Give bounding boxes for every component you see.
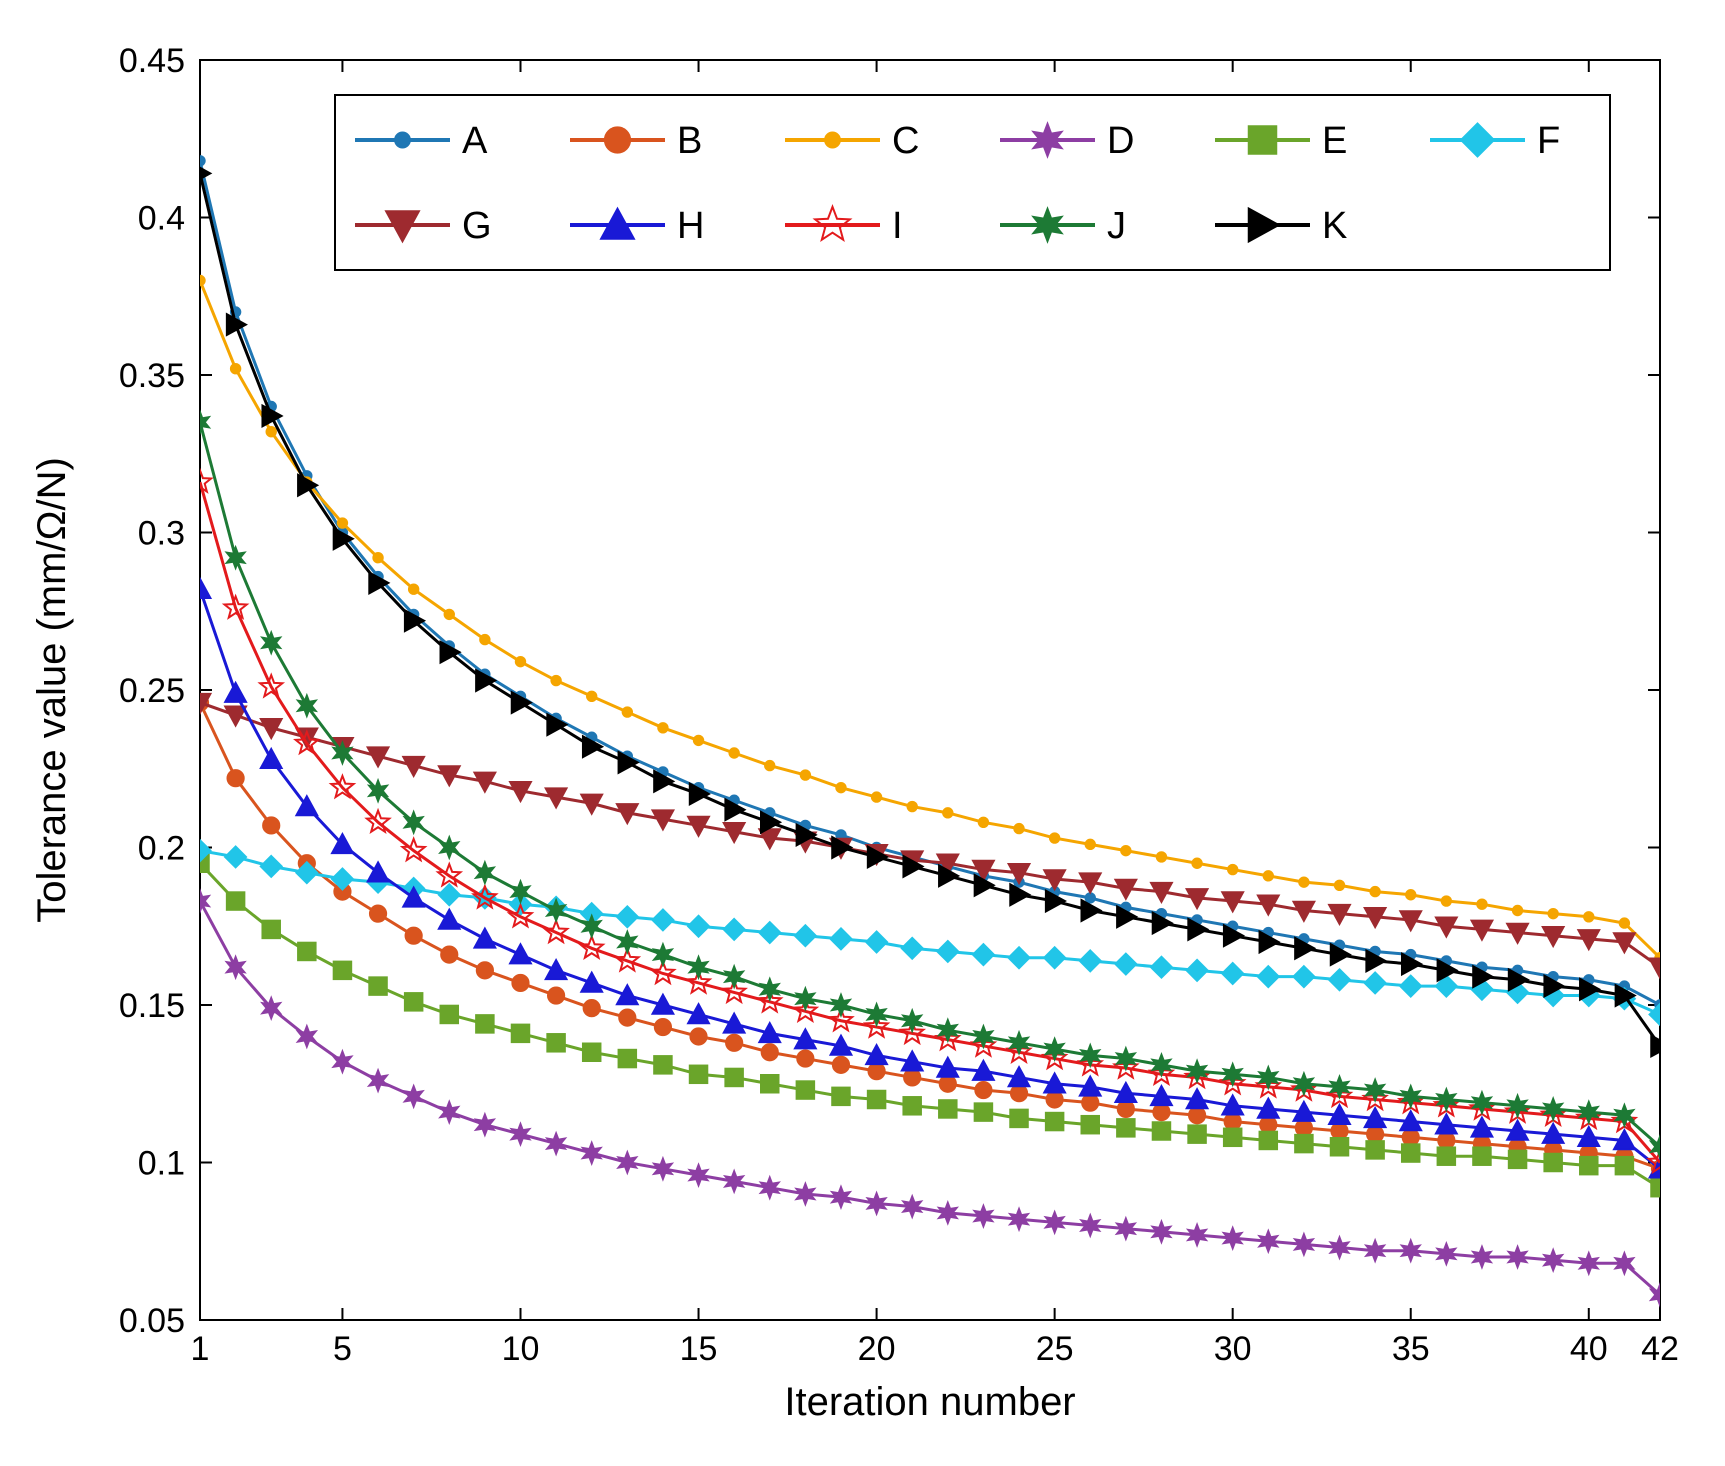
series-H: [189, 578, 1671, 1177]
y-tick-label: 0.15: [119, 987, 185, 1025]
x-tick-label: 35: [1392, 1330, 1430, 1368]
x-tick-label: 5: [333, 1330, 352, 1368]
x-tick-label: 20: [858, 1330, 896, 1368]
x-tick-label: 42: [1641, 1330, 1679, 1368]
x-tick-label: 25: [1036, 1330, 1074, 1368]
legend-label-K: K: [1322, 205, 1347, 247]
y-axis-label: Tolerance value (mm/Ω/N): [30, 457, 74, 923]
y-tick-label: 0.2: [138, 830, 185, 868]
y-tick-label: 0.35: [119, 357, 185, 395]
y-tick-label: 0.4: [138, 200, 185, 238]
x-tick-label: 1: [191, 1330, 210, 1368]
legend-label-E: E: [1322, 120, 1347, 162]
y-tick-label: 0.45: [119, 42, 185, 80]
x-tick-label: 10: [502, 1330, 540, 1368]
legend-label-D: D: [1107, 120, 1134, 162]
series-J: [191, 411, 1670, 1157]
legend-label-J: J: [1107, 205, 1126, 247]
x-tick-label: 30: [1214, 1330, 1252, 1368]
legend-label-A: A: [462, 120, 488, 162]
legend-label-C: C: [892, 120, 919, 162]
y-tick-label: 0.3: [138, 515, 185, 553]
x-axis-label: Iteration number: [784, 1380, 1075, 1424]
x-tick-label: 40: [1570, 1330, 1608, 1368]
y-tick-label: 0.1: [138, 1145, 185, 1183]
legend-label-H: H: [677, 205, 704, 247]
legend: A B C D E F G H I J K: [335, 95, 1610, 270]
y-tick-label: 0.25: [119, 672, 185, 710]
x-tick-label: 15: [680, 1330, 718, 1368]
chart-svg: 1510152025303540420.050.10.150.20.250.30…: [0, 0, 1725, 1466]
legend-label-B: B: [677, 120, 702, 162]
legend-label-I: I: [892, 205, 903, 247]
chart-container: 1510152025303540420.050.10.150.20.250.30…: [0, 0, 1725, 1466]
y-tick-label: 0.05: [119, 1302, 185, 1340]
legend-label-G: G: [462, 205, 492, 247]
legend-label-F: F: [1537, 120, 1560, 162]
